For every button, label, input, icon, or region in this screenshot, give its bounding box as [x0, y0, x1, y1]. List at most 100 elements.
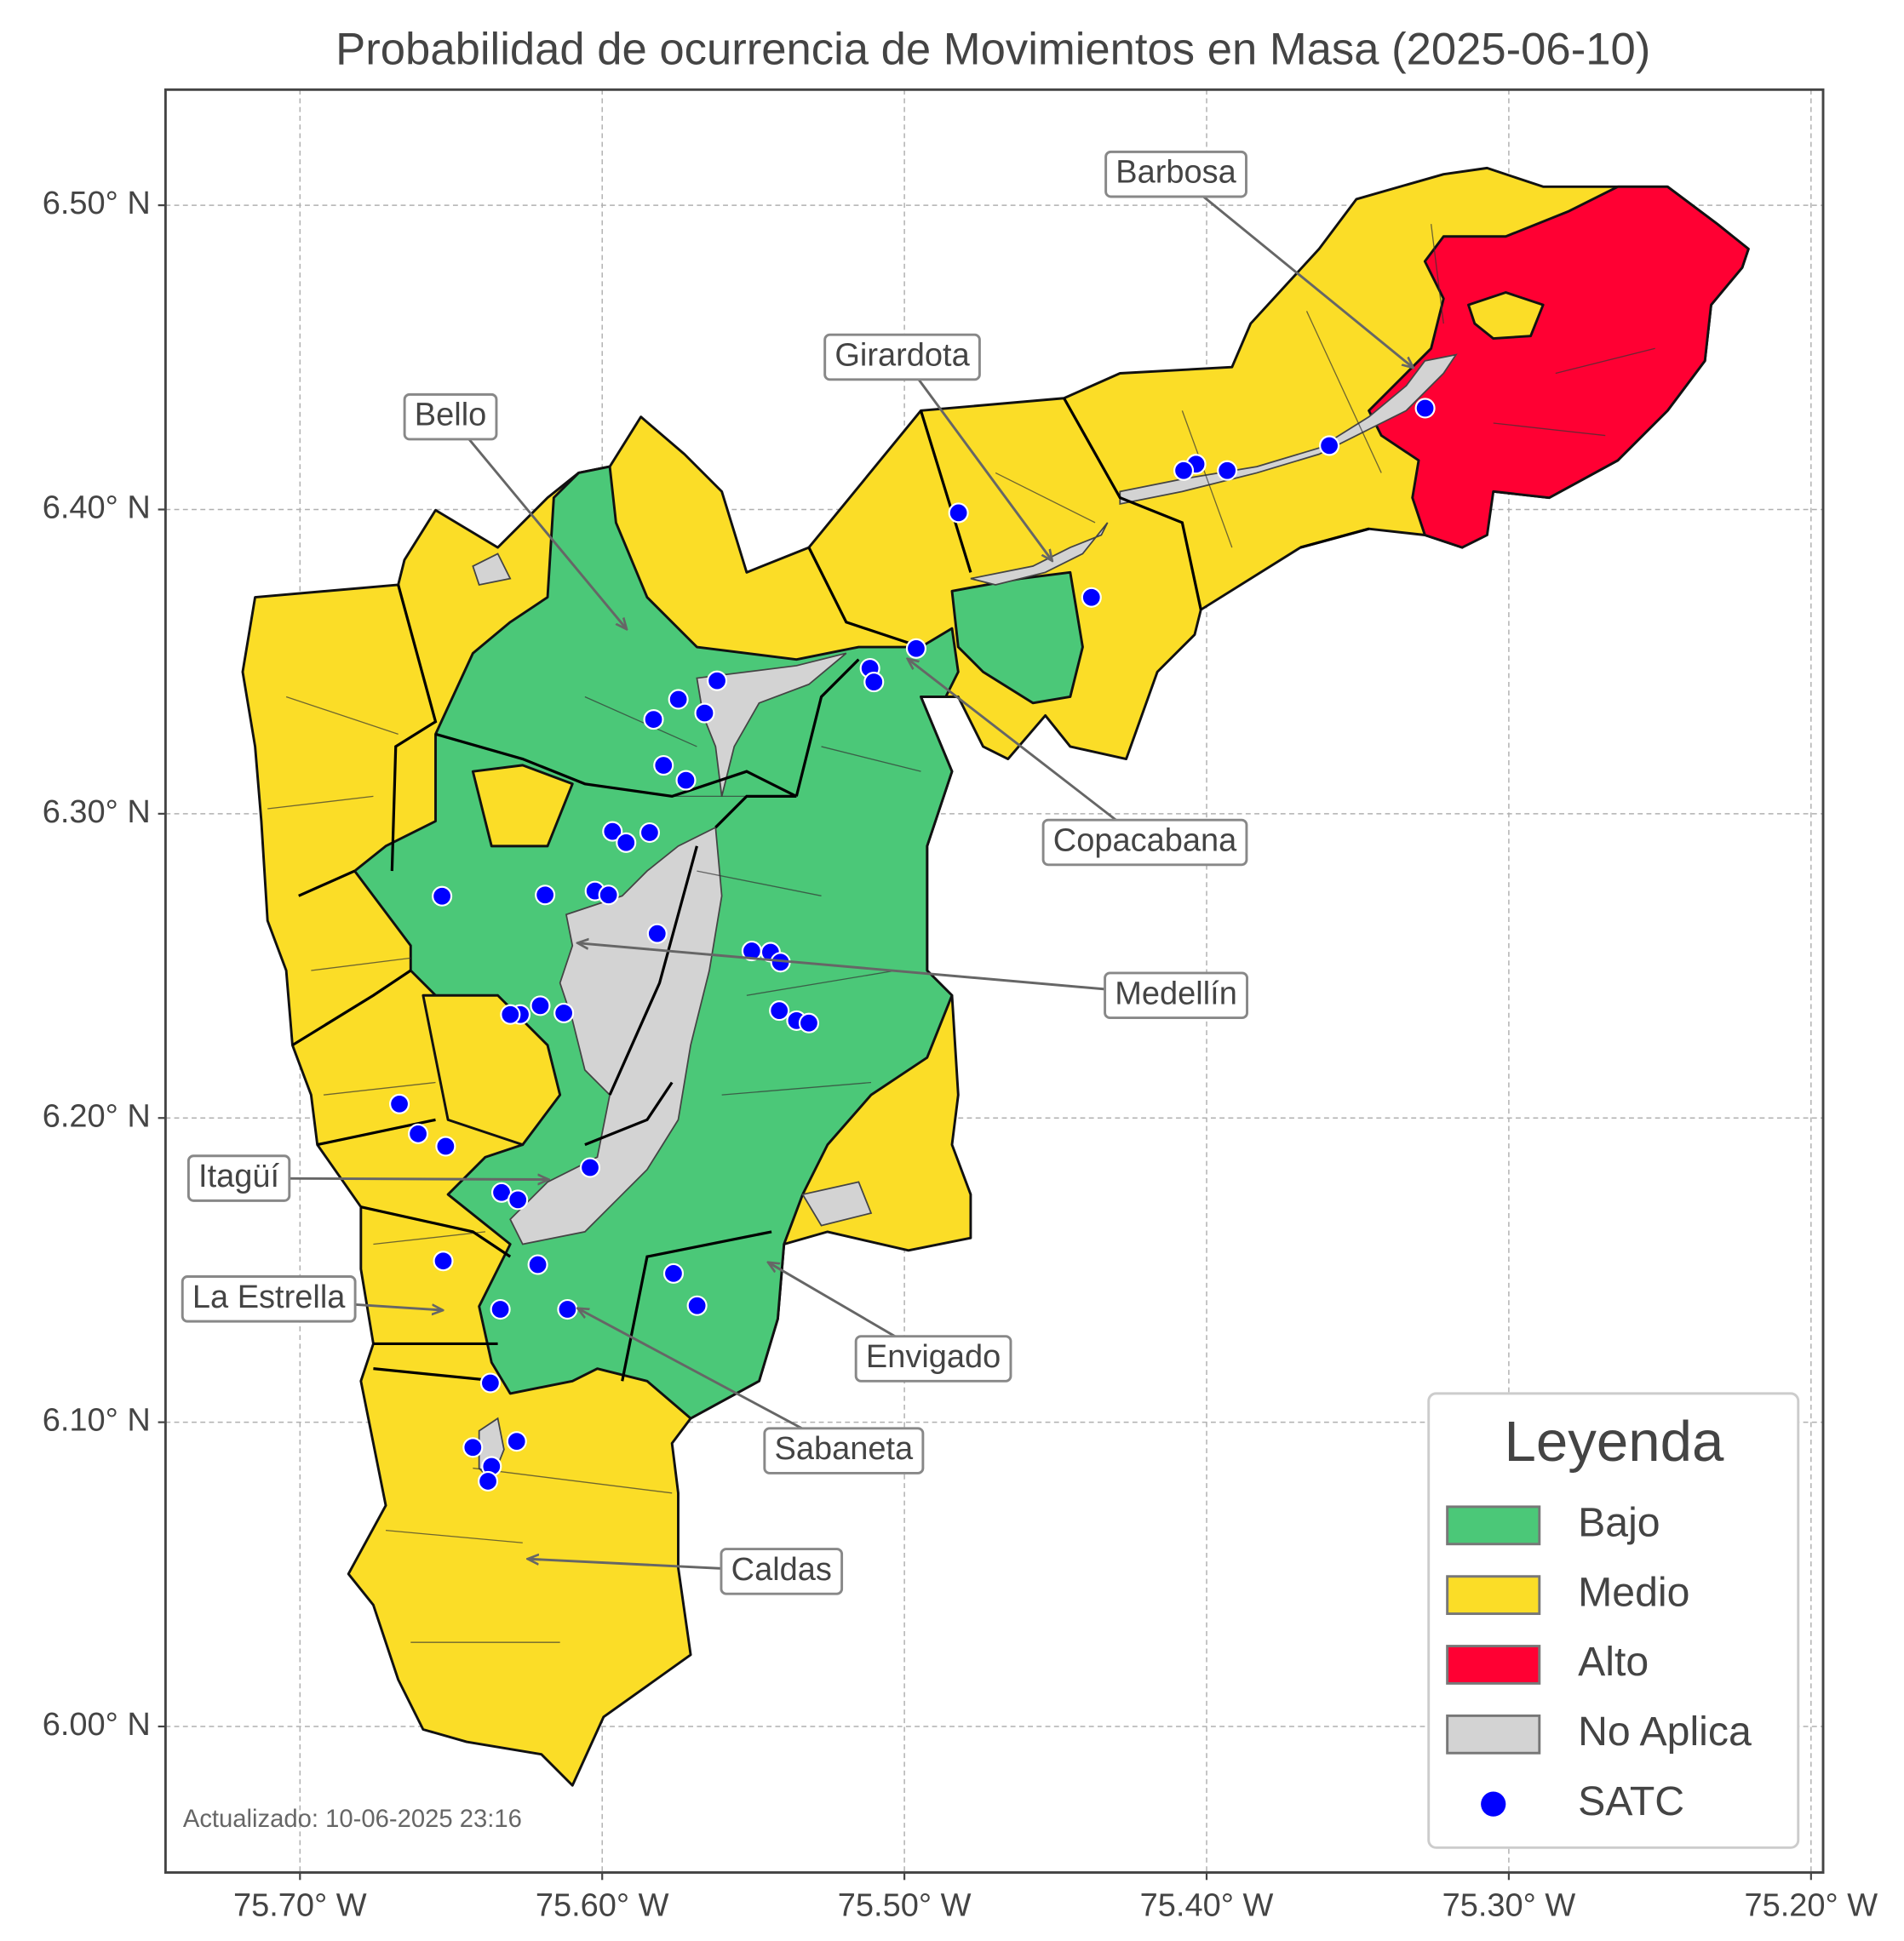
annotation-box — [720, 1548, 844, 1595]
annotation: Envigado — [769, 1263, 1012, 1383]
annotation-box — [403, 392, 498, 441]
legend-title: Leyenda — [1505, 1410, 1725, 1474]
annotation-arrow — [901, 356, 1052, 560]
satc-point — [643, 709, 664, 730]
region-no-aplica — [696, 652, 847, 797]
region-no-aplica — [1119, 353, 1458, 506]
satc-point — [598, 885, 619, 906]
legend-swatch — [1446, 1575, 1541, 1616]
annotation-box — [181, 1275, 357, 1323]
satc-point — [557, 1298, 578, 1320]
satc-point — [508, 1189, 529, 1211]
annotation: Copacabana — [909, 660, 1248, 867]
x-tick-label: 75.20° W — [1744, 1887, 1878, 1923]
annotation-label: La Estrella — [192, 1280, 346, 1315]
annotation-label: Caldas — [731, 1552, 832, 1588]
satc-point — [579, 1157, 601, 1178]
satc-point — [653, 754, 674, 776]
satc-point — [616, 832, 637, 853]
satc-point — [1414, 398, 1436, 419]
y-tick-label: 6.50° N — [43, 186, 151, 221]
annotation-arrow — [449, 415, 626, 628]
satc-point — [798, 1012, 820, 1033]
satc-point — [462, 1437, 484, 1458]
satc-point — [432, 885, 453, 907]
satc-point — [948, 502, 969, 524]
annotation: Caldas — [529, 1548, 844, 1595]
region-no-aplica — [509, 826, 723, 1245]
annotation-box — [854, 1335, 1012, 1383]
annotation: La Estrella — [181, 1275, 442, 1323]
satc-point — [1319, 435, 1340, 456]
satc-point — [662, 1263, 685, 1284]
annotation-label: Sabaneta — [775, 1431, 915, 1467]
satc-point — [905, 638, 927, 659]
annotation-label: Bello — [415, 398, 486, 433]
y-tick-label: 6.30° N — [43, 794, 151, 830]
annotation-label: Itagüí — [198, 1159, 279, 1194]
annotation-box — [1104, 150, 1247, 198]
x-tick-label: 75.60° W — [536, 1887, 669, 1923]
annotation: Girardota — [823, 333, 1052, 560]
legend-swatch — [1446, 1505, 1541, 1546]
satc-point — [506, 1431, 527, 1452]
satc-point — [490, 1298, 511, 1320]
satc-point — [1217, 460, 1238, 481]
satc-point — [602, 821, 623, 842]
satc-point — [646, 923, 668, 944]
satc-points — [389, 398, 1436, 1492]
x-tick-label: 75.40° W — [1140, 1887, 1274, 1923]
satc-point — [694, 702, 715, 724]
annotation-label: Envigado — [866, 1339, 1001, 1375]
annotation-box — [823, 333, 981, 381]
legend-items: Bajo Medio Alto No Aplica SATC — [1446, 1500, 1752, 1824]
satc-point — [863, 672, 885, 693]
annotation-box — [1104, 971, 1249, 1019]
ticks: 75.70° W 75.60° W 75.50° W 75.40° W 75.30° W… — [43, 186, 1878, 1923]
annotation-arrow — [579, 943, 1177, 997]
satc-point — [553, 1002, 575, 1024]
satc-point — [408, 1123, 429, 1144]
sub-boundary — [267, 224, 1655, 1643]
legend-swatch — [1446, 1645, 1541, 1685]
satc-point — [500, 1004, 521, 1025]
satc-point — [535, 885, 556, 906]
annotation-box — [1041, 818, 1248, 867]
satc-point — [668, 689, 689, 710]
x-tick-label: 75.30° W — [1442, 1887, 1576, 1923]
satc-point — [686, 1295, 708, 1316]
legend: Leyenda Bajo Medio Alto No Aplica SATC — [1427, 1392, 1800, 1849]
footnote: Actualizado: 10-06-2025 23:16 — [183, 1806, 522, 1833]
annotation: Bello — [403, 392, 626, 628]
annotation-label: Copacabana — [1053, 823, 1237, 859]
legend-marker — [1481, 1791, 1506, 1817]
satc-point — [530, 995, 551, 1016]
legend-swatch — [1446, 1714, 1541, 1755]
annotation-box — [763, 1427, 925, 1474]
satc-point — [477, 1470, 499, 1492]
annotation-label: Medellín — [1115, 976, 1237, 1011]
legend-label: Medio — [1578, 1569, 1689, 1615]
region-no-aplica — [801, 1181, 873, 1227]
region-medio — [471, 764, 574, 848]
satc-point — [1173, 460, 1195, 481]
municipal-boundary — [291, 397, 1370, 1383]
y-tick-label: 6.40° N — [43, 490, 151, 526]
satc-point — [769, 1000, 790, 1022]
annotation: Medellín — [579, 943, 1249, 1019]
annotation-box — [186, 1154, 291, 1202]
satc-point — [675, 770, 697, 791]
annotation-label: Girardota — [834, 338, 970, 374]
region-alto — [1368, 185, 1750, 549]
annotation-label: Barbosa — [1115, 155, 1236, 191]
legend-label: Alto — [1578, 1639, 1649, 1685]
satc-point — [433, 1251, 454, 1272]
legend-label: Bajo — [1578, 1500, 1660, 1546]
annotation-arrow — [1175, 173, 1413, 368]
satc-point — [707, 670, 728, 691]
annotation: Itagüí — [186, 1154, 548, 1202]
x-tick-label: 75.50° W — [838, 1887, 972, 1923]
region-medio — [1467, 291, 1545, 341]
satc-point — [435, 1136, 456, 1157]
